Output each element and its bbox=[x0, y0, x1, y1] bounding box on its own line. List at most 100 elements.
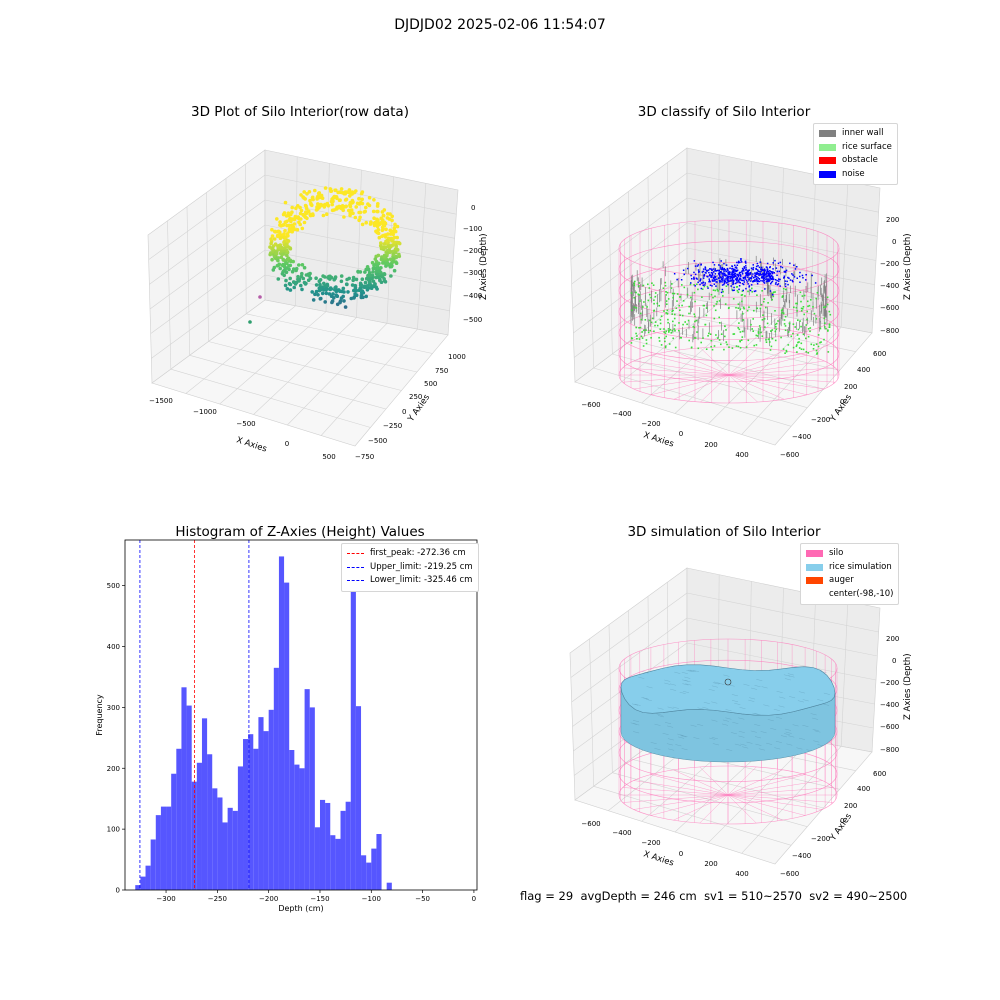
data-point bbox=[389, 274, 393, 278]
noise-point bbox=[711, 272, 714, 274]
noise-point bbox=[756, 283, 759, 285]
surface-mesh-line bbox=[792, 724, 799, 727]
noise-point bbox=[736, 273, 738, 276]
grid-line bbox=[246, 313, 433, 354]
rice-surface-point bbox=[676, 300, 678, 302]
noise-point bbox=[754, 279, 756, 282]
rice-surface-point bbox=[640, 312, 642, 315]
data-point bbox=[313, 292, 317, 297]
surface-mesh-line bbox=[681, 735, 688, 737]
noise-point bbox=[680, 279, 683, 281]
histogram-bar bbox=[289, 750, 295, 890]
surface-mesh-line bbox=[657, 707, 664, 710]
noise-point bbox=[766, 270, 768, 273]
data-point bbox=[364, 220, 369, 225]
noise-point bbox=[788, 277, 790, 279]
z-tick: 200 bbox=[886, 635, 899, 643]
y-tick: 0 bbox=[840, 817, 844, 825]
rice-surface-point bbox=[813, 344, 815, 346]
noise-point bbox=[741, 270, 743, 272]
rice-surface-point bbox=[768, 338, 770, 340]
rice-surface-point bbox=[716, 300, 718, 303]
legend-label: rice surface bbox=[842, 141, 892, 152]
x-tick: −400 bbox=[612, 829, 631, 837]
noise-point bbox=[752, 277, 755, 279]
rice-surface-point bbox=[714, 295, 716, 298]
noise-point bbox=[721, 284, 724, 286]
surface-mesh-line bbox=[681, 672, 688, 674]
noise-point bbox=[728, 271, 730, 273]
legend-item-silo: silo bbox=[806, 547, 893, 561]
rice-surface-point bbox=[785, 349, 788, 352]
rice-surface-point bbox=[665, 294, 667, 296]
noise-point bbox=[712, 276, 714, 279]
noise-point bbox=[758, 280, 761, 283]
rice-surface-point bbox=[704, 323, 707, 326]
rice-surface-point bbox=[738, 328, 741, 331]
surface-mesh-line bbox=[817, 699, 824, 702]
noise-point bbox=[777, 283, 780, 285]
noise-point bbox=[739, 277, 741, 280]
histogram-bar bbox=[263, 731, 269, 890]
rice-surface-point bbox=[751, 291, 753, 293]
noise-point bbox=[789, 279, 792, 281]
rice-surface-point bbox=[659, 328, 662, 330]
rice-surface-point bbox=[665, 335, 667, 338]
raw-z-ticks: −500 −400 −300 −200 −100 0 bbox=[463, 204, 482, 324]
rice-surface-point bbox=[761, 290, 763, 292]
rice-surface-point bbox=[705, 314, 708, 317]
data-point bbox=[318, 278, 323, 282]
histogram-bar bbox=[314, 827, 320, 890]
surface-mesh-line bbox=[725, 709, 732, 712]
noise-point bbox=[722, 273, 724, 276]
surface-mesh-line bbox=[630, 722, 637, 725]
silo-spoke bbox=[728, 374, 825, 390]
data-point bbox=[332, 296, 336, 300]
data-point bbox=[373, 282, 377, 287]
rice-surface-point bbox=[728, 346, 730, 348]
rice-surface-point bbox=[762, 314, 764, 316]
noise-point bbox=[710, 272, 713, 274]
data-point bbox=[273, 256, 278, 261]
rice-surface-point bbox=[737, 307, 740, 309]
data-point bbox=[276, 229, 281, 234]
rice-surface-point bbox=[667, 328, 670, 330]
data-point bbox=[350, 283, 355, 287]
noise-point bbox=[733, 276, 735, 278]
data-point bbox=[360, 222, 365, 227]
rice-surface-point bbox=[638, 282, 641, 284]
data-point bbox=[341, 206, 345, 210]
rice-surface-point bbox=[816, 352, 819, 354]
rice-surface-point bbox=[663, 337, 666, 340]
rice-surface-point bbox=[721, 333, 723, 335]
rice-surface-point bbox=[763, 317, 765, 320]
noise-point bbox=[761, 280, 764, 282]
x-tick: −500 bbox=[236, 420, 255, 428]
rice-surface-point bbox=[693, 291, 696, 294]
data-point bbox=[376, 209, 380, 214]
data-point bbox=[291, 259, 296, 264]
rice-surface-point bbox=[815, 343, 818, 345]
rice-surface-point bbox=[785, 350, 788, 353]
noise-point bbox=[734, 268, 736, 271]
noise-point bbox=[723, 262, 725, 265]
noise-point bbox=[768, 279, 770, 281]
histogram-bar bbox=[253, 748, 259, 890]
noise-point bbox=[739, 281, 741, 284]
legend-item-inner-wall: inner wall bbox=[819, 127, 892, 141]
noise-point bbox=[770, 283, 772, 285]
rice-surface-point bbox=[723, 348, 725, 351]
noise-point bbox=[714, 268, 717, 270]
surface-mesh-line bbox=[738, 731, 745, 733]
noise-point bbox=[755, 267, 757, 270]
data-point bbox=[270, 234, 275, 238]
rice-surface-point bbox=[769, 349, 772, 351]
surface-mesh-line bbox=[774, 747, 781, 750]
noise-point bbox=[682, 269, 685, 271]
data-point bbox=[300, 287, 304, 292]
noise-point bbox=[775, 281, 777, 284]
rice-surface-point bbox=[648, 287, 651, 289]
rice-surface-point bbox=[678, 304, 680, 307]
x-tick-label: −150 bbox=[310, 895, 329, 903]
rice-surface-point bbox=[673, 317, 676, 320]
